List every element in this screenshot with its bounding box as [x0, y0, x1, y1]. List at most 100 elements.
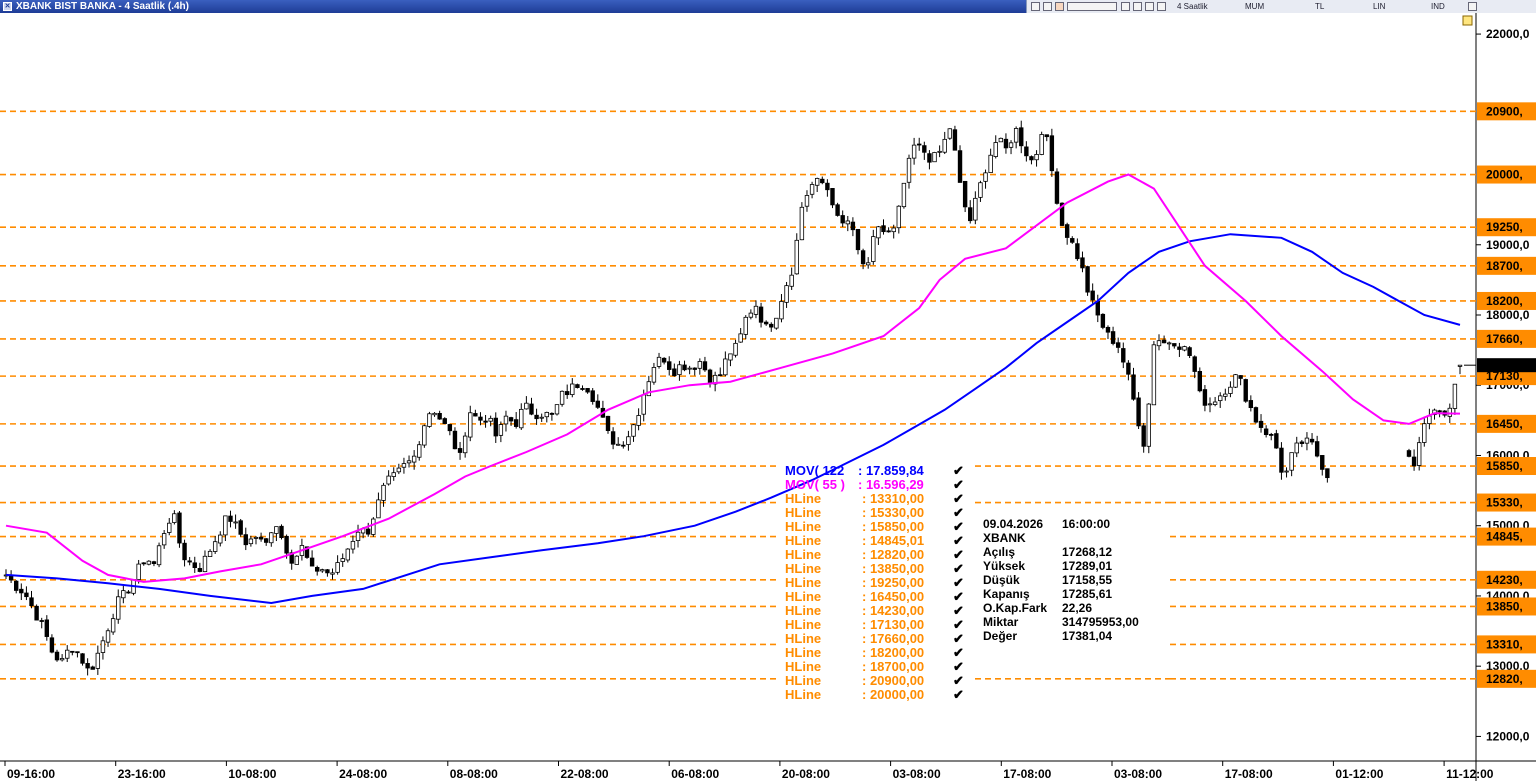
candle-body — [192, 562, 197, 568]
candle-body — [141, 562, 146, 565]
check-icon: ✔ — [953, 477, 964, 492]
candle-body — [24, 592, 29, 598]
candle-body — [667, 361, 672, 370]
x-tick-label: 10-08:00 — [228, 767, 276, 781]
info-date: 09.04.2026 — [983, 517, 1043, 531]
candle-body — [804, 195, 810, 207]
candle-body — [891, 227, 896, 233]
x-tick-label: 17-08:00 — [1003, 767, 1051, 781]
chart-type-selector[interactable]: MUM — [1245, 2, 1265, 11]
candle-body — [1452, 383, 1458, 409]
legend-hline-value: : 19250,00 — [862, 575, 924, 590]
info-value: 314795953,00 — [1062, 615, 1139, 629]
hline-price-tag-label: 15850, — [1486, 459, 1523, 473]
candle-body — [1141, 425, 1146, 447]
candle-body — [820, 178, 825, 184]
hline-price-tag-label: 17130, — [1486, 369, 1523, 383]
info-value: 17158,55 — [1062, 573, 1112, 587]
candle-body — [1411, 456, 1417, 467]
candle-body — [95, 652, 101, 669]
candle-body — [840, 215, 845, 224]
legend-hline-label: HLine — [785, 659, 821, 674]
price-chart[interactable]: MOV( 122: 17.859,84 ✔ MOV( 55 ): 16.596,29… — [0, 13, 1536, 781]
copy-icon[interactable] — [1043, 2, 1052, 11]
grid-icon[interactable] — [1133, 2, 1142, 11]
current-price-tag-label: 17285 — [1486, 358, 1520, 372]
info-label: Değer — [983, 629, 1017, 643]
legend-hline-value: : 17130,00 — [862, 617, 924, 632]
candle-body — [457, 448, 463, 453]
candle-body — [534, 414, 539, 420]
x-tick-label: 06-08:00 — [671, 767, 719, 781]
y-tick-label: 22000,0 — [1486, 27, 1530, 41]
hline-price-tag-label: 12820, — [1486, 672, 1523, 686]
plot-area — [0, 13, 1536, 781]
compare-icon[interactable] — [1121, 2, 1130, 11]
candle-body — [1192, 356, 1197, 372]
candle-body — [309, 557, 315, 567]
candle-body — [758, 306, 764, 323]
check-icon: ✔ — [953, 603, 964, 618]
hline-price-tag-label: 17660, — [1486, 332, 1523, 346]
legend-hline-value: : 14845,01 — [862, 533, 924, 548]
window-menu-icon[interactable]: ✕ — [3, 2, 12, 11]
candle-body — [320, 569, 325, 572]
candle-body — [983, 172, 988, 182]
window-title: XBANK BIST BANKA - 4 Saatlik (.4h) — [16, 1, 189, 12]
hline-price-tag — [1477, 102, 1536, 121]
candle-body — [1156, 340, 1162, 347]
candle-body — [289, 552, 294, 564]
currency-selector[interactable]: TL — [1315, 2, 1325, 11]
candle-body — [279, 525, 284, 539]
candle-body — [952, 129, 958, 151]
candle-body — [1039, 134, 1044, 155]
candle-body — [519, 408, 524, 429]
candle-body — [896, 205, 902, 229]
check-icon: ✔ — [953, 673, 964, 688]
y-tick-label: 13000,0 — [1486, 659, 1530, 673]
info-label: Yüksek — [983, 559, 1025, 573]
candle-body — [1253, 407, 1259, 423]
indicator-selector[interactable]: IND — [1431, 2, 1445, 11]
candle-body — [355, 531, 361, 542]
candle-body — [105, 630, 111, 643]
candle-body — [1243, 379, 1248, 402]
settings-icon[interactable] — [1157, 2, 1166, 11]
candle-body — [707, 369, 713, 385]
candle-body — [1427, 415, 1432, 424]
hline-price-tag-label: 16450, — [1486, 417, 1523, 431]
candle-body — [427, 413, 432, 427]
candle-body — [748, 312, 754, 318]
candle-body — [1177, 346, 1182, 350]
info-time: 16:00:00 — [1062, 517, 1110, 531]
period-selector[interactable]: 4 Saatlik — [1177, 2, 1208, 11]
candle-body — [1115, 342, 1121, 348]
candle-body — [411, 455, 417, 463]
candle-body — [580, 388, 585, 390]
check-icon: ✔ — [953, 659, 964, 674]
candle-body — [238, 520, 243, 535]
candle-body — [1238, 375, 1243, 379]
maximize-icon[interactable] — [1468, 2, 1477, 11]
candle-body — [1304, 437, 1310, 444]
candle-body — [207, 550, 213, 557]
candle-body — [631, 424, 636, 437]
candle-body — [1075, 243, 1080, 260]
candle-body — [151, 561, 157, 565]
print-icon[interactable] — [1031, 2, 1040, 11]
scale-selector[interactable]: LIN — [1373, 2, 1386, 11]
candle-body — [340, 558, 345, 562]
candle-body — [687, 367, 692, 370]
drawing-tool-icon[interactable] — [1055, 2, 1064, 11]
candle-body — [616, 443, 621, 446]
zoom-icon[interactable] — [1145, 2, 1154, 11]
candle-body — [1070, 238, 1075, 243]
candle-body — [641, 394, 646, 415]
candle-body — [406, 460, 412, 464]
candle-body — [1228, 386, 1233, 394]
candle-body — [258, 536, 264, 540]
symbol-selector-icon[interactable] — [1067, 2, 1117, 11]
candle-body — [702, 361, 708, 371]
candle-body — [1279, 447, 1284, 473]
